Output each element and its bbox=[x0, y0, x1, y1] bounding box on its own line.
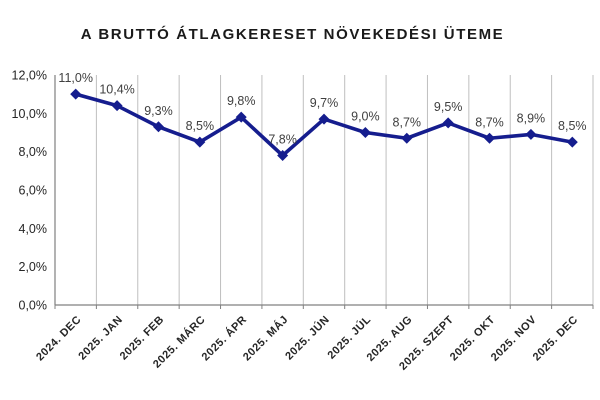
data-point-label: 8,9% bbox=[517, 111, 546, 125]
data-point-label: 8,5% bbox=[558, 119, 587, 133]
x-axis-category-label: 2024. DEC bbox=[34, 314, 84, 364]
data-point-marker bbox=[401, 132, 413, 144]
y-axis-tick-label: 0,0% bbox=[19, 299, 48, 313]
y-axis-tick-label: 4,0% bbox=[19, 222, 48, 236]
x-axis-category-label: 2025. JÚN bbox=[283, 313, 333, 363]
data-point-marker bbox=[566, 136, 578, 148]
data-point-marker bbox=[111, 100, 123, 112]
x-axis-category-label: 2025. DEC bbox=[531, 314, 581, 364]
data-point-marker bbox=[484, 132, 496, 144]
data-point-marker bbox=[359, 127, 371, 138]
data-point-label: 7,8% bbox=[268, 133, 297, 147]
data-point-label: 8,5% bbox=[186, 119, 215, 133]
data-point-marker bbox=[235, 111, 247, 123]
data-point-label: 11,0% bbox=[58, 71, 93, 85]
y-axis-tick-label: 8,0% bbox=[19, 145, 48, 159]
data-point-label: 9,8% bbox=[227, 94, 256, 108]
data-point-label: 9,3% bbox=[144, 104, 173, 118]
data-point-marker bbox=[442, 117, 454, 129]
y-axis-tick-label: 10,0% bbox=[12, 107, 47, 121]
data-point-marker bbox=[152, 121, 164, 133]
data-point-marker bbox=[194, 136, 206, 148]
y-axis-tick-label: 12,0% bbox=[12, 69, 47, 83]
data-point-marker bbox=[70, 88, 82, 100]
data-point-label: 8,7% bbox=[475, 115, 504, 129]
y-axis-tick-label: 6,0% bbox=[19, 184, 48, 198]
data-point-label: 9,0% bbox=[351, 110, 380, 124]
y-axis-tick-label: 2,0% bbox=[19, 260, 48, 274]
data-point-label: 10,4% bbox=[99, 83, 134, 97]
data-point-label: 9,5% bbox=[434, 100, 463, 114]
data-point-marker bbox=[318, 113, 330, 125]
chart-title: A BRUTTÓ ÁTLAGKERESET NÖVEKEDÉSI ÜTEME bbox=[80, 26, 505, 43]
x-axis-category-label: 2025. MÁJ bbox=[240, 313, 290, 363]
data-point-label: 9,7% bbox=[310, 96, 339, 110]
data-point-marker bbox=[525, 128, 537, 140]
data-point-label: 8,7% bbox=[393, 115, 422, 129]
data-point-marker bbox=[277, 150, 289, 161]
